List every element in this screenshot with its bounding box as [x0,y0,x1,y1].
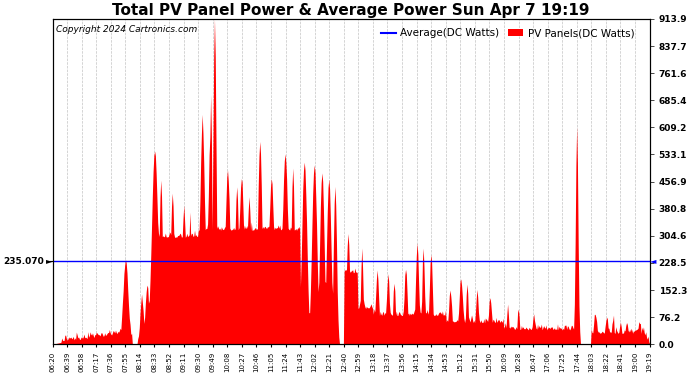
Legend: Average(DC Watts), PV Panels(DC Watts): Average(DC Watts), PV Panels(DC Watts) [376,24,638,42]
Text: ◄: ◄ [649,256,656,265]
Text: Copyright 2024 Cartronics.com: Copyright 2024 Cartronics.com [55,26,197,34]
Text: ►: ► [46,256,52,265]
Title: Total PV Panel Power & Average Power Sun Apr 7 19:19: Total PV Panel Power & Average Power Sun… [112,3,590,18]
